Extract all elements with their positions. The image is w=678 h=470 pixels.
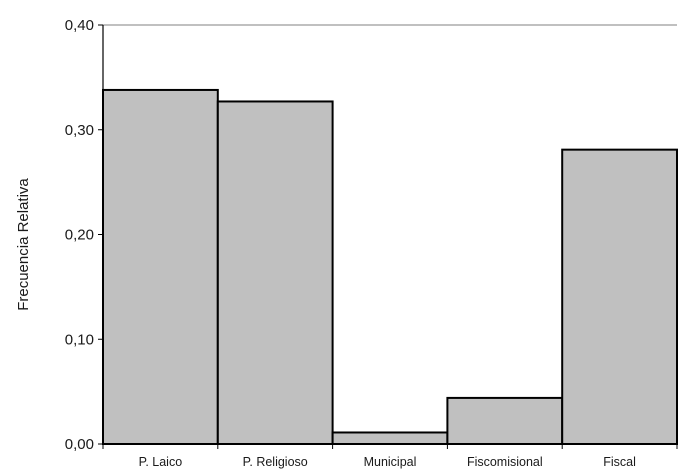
y-tick-label: 0,30: [65, 122, 94, 139]
y-tick-label: 0,20: [65, 227, 94, 244]
x-category-label: P. Religioso: [243, 455, 308, 469]
x-category-label: P. Laico: [139, 455, 183, 469]
x-category-label: Fiscal: [603, 455, 636, 469]
y-ticks-group: 0,00 0,10 0,20 0,30 0,40: [65, 17, 103, 453]
x-ticks-group: P. Laico P. Religioso Municipal Fiscomision…: [102, 444, 678, 469]
bar-municipal: [331, 431, 449, 446]
bar-p-laico: [102, 88, 219, 445]
bar-fiscomisional: [446, 396, 564, 446]
y-tick-label: 0,10: [65, 331, 94, 348]
x-category-label: Fiscomisional: [467, 455, 543, 469]
y-axis-title: Frecuencia Relativa: [15, 178, 32, 311]
bars-group: [102, 88, 678, 446]
bar-p-religioso: [216, 100, 334, 445]
y-tick-label: 0,40: [65, 17, 94, 34]
bar-fiscal: [561, 148, 678, 445]
x-category-label: Municipal: [364, 455, 417, 469]
y-tick-label: 0,00: [65, 436, 94, 453]
